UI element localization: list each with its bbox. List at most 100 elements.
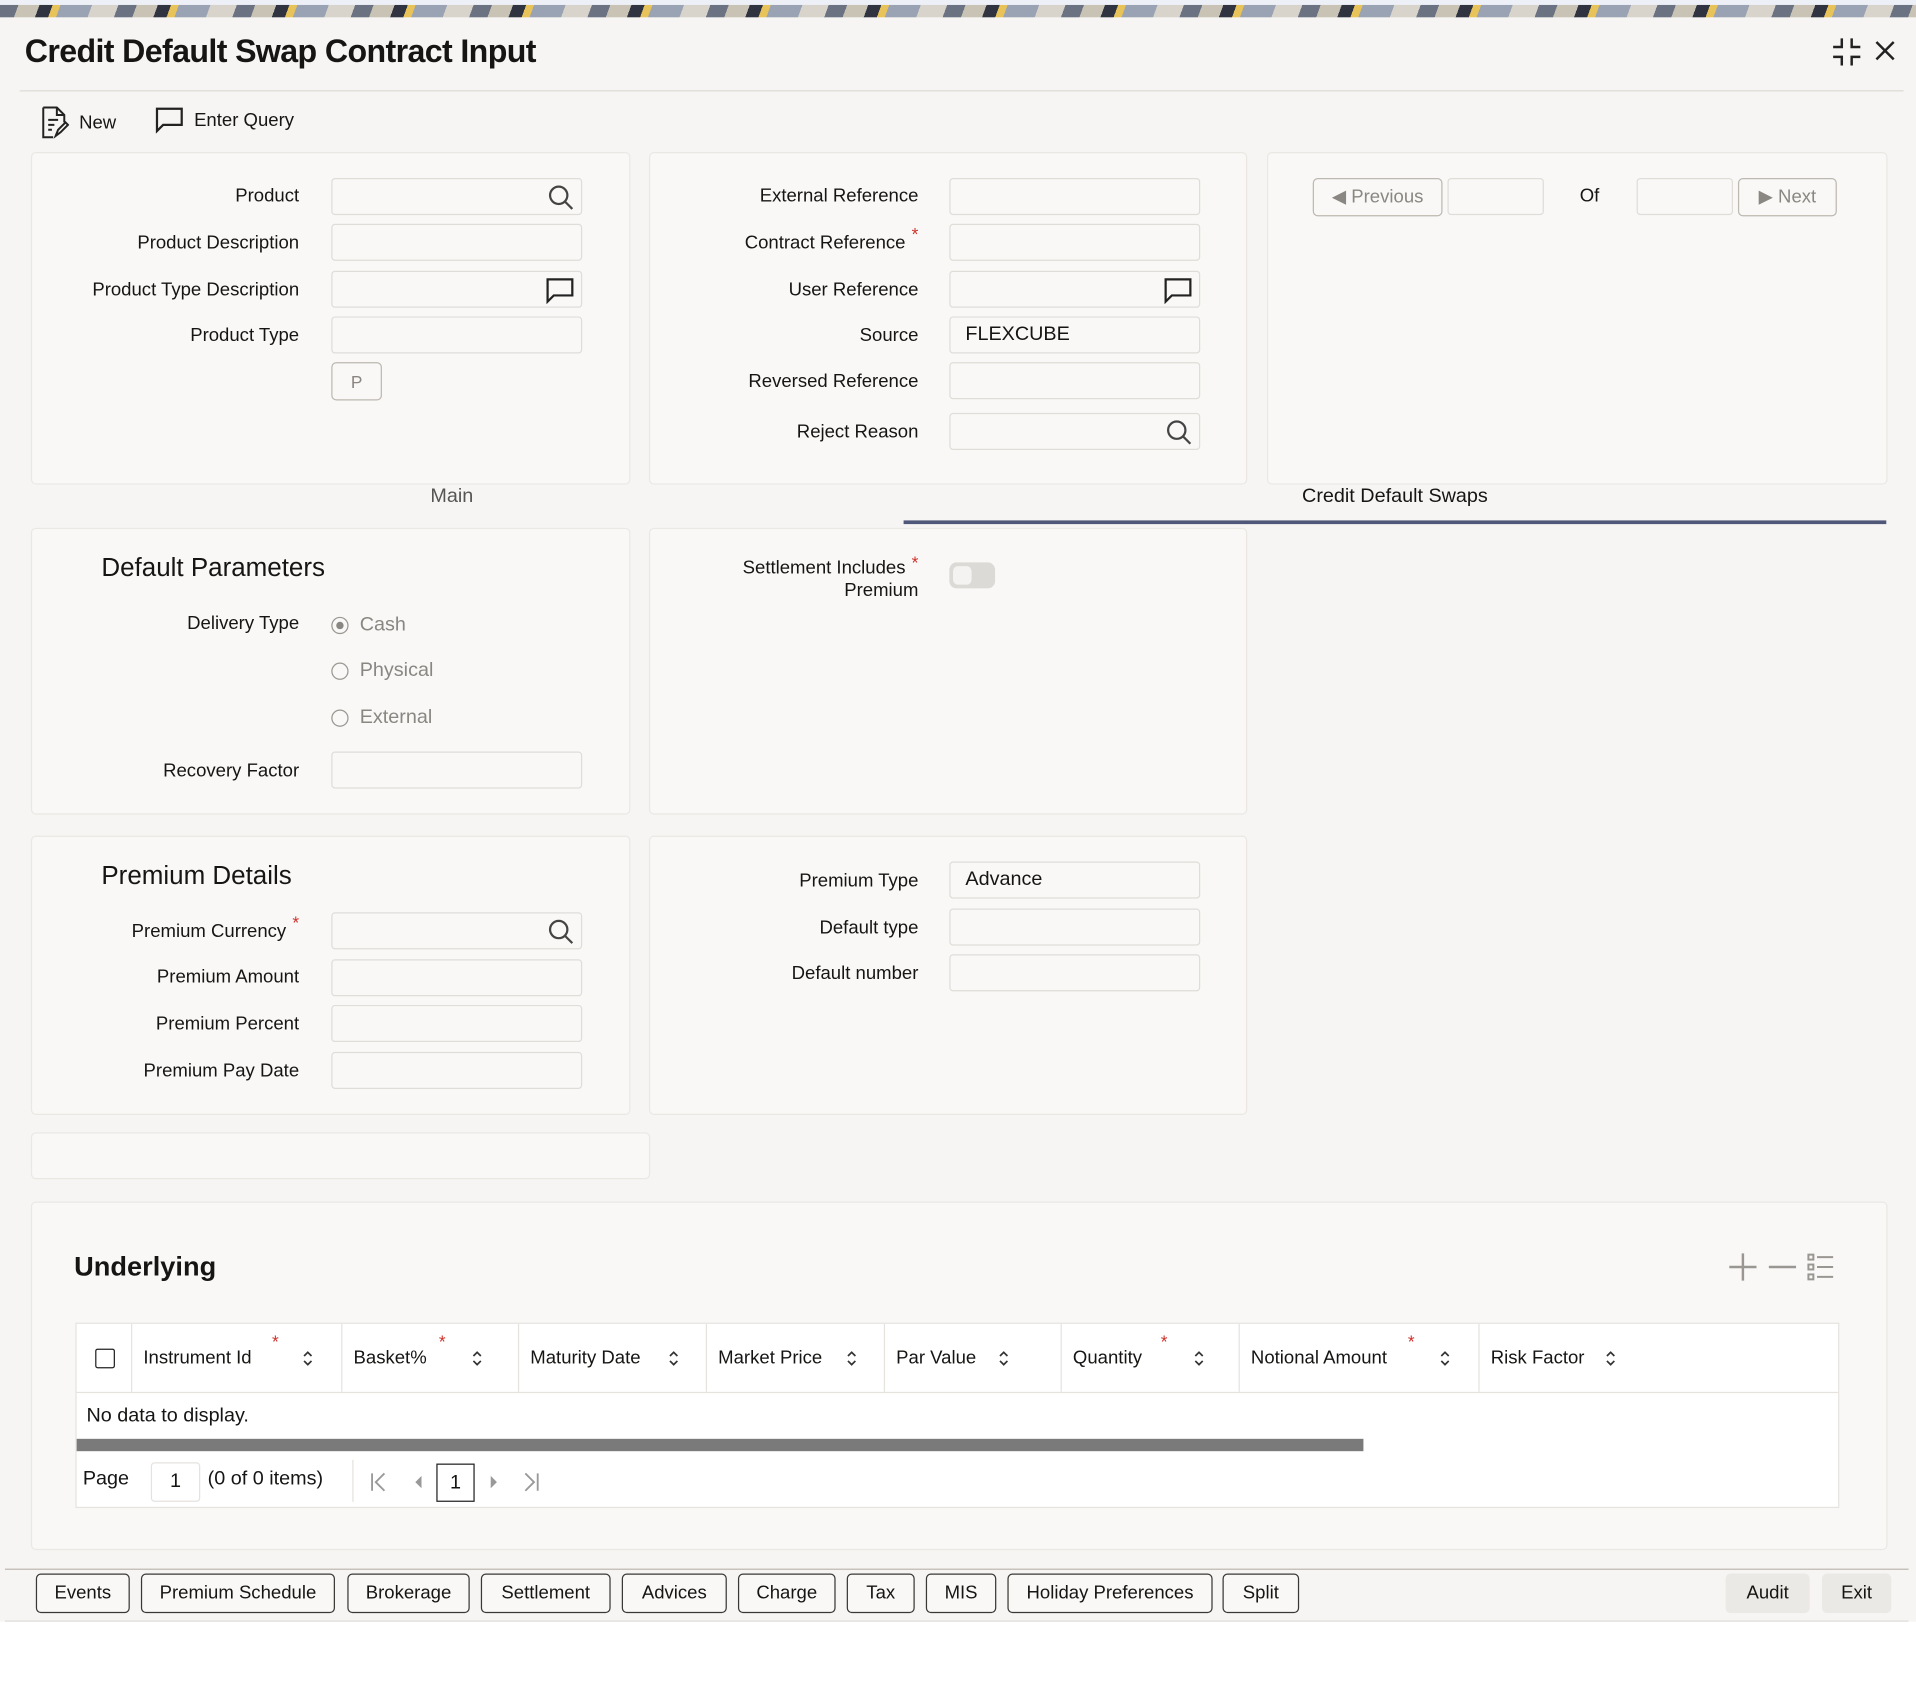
close-icon[interactable]	[1874, 40, 1896, 68]
advices-button[interactable]: Advices	[621, 1573, 727, 1614]
external-reference-label: External Reference	[759, 185, 919, 207]
column-instrument-id[interactable]: Instrument Id *	[132, 1323, 343, 1392]
comment-icon[interactable]	[1163, 277, 1193, 317]
exit-button[interactable]: Exit	[1822, 1573, 1892, 1614]
product-description-input[interactable]	[331, 223, 583, 261]
current-page-button[interactable]: 1	[436, 1463, 475, 1502]
column-notional-amount[interactable]: Notional Amount *	[1240, 1323, 1480, 1392]
contract-reference-input[interactable]	[949, 223, 1201, 261]
new-button[interactable]: New	[40, 106, 117, 139]
premium-schedule-button[interactable]: Premium Schedule	[140, 1573, 335, 1614]
delivery-type-cash-radio[interactable]: Cash	[331, 614, 406, 636]
required-indicator: *	[911, 223, 919, 244]
settlement-includes-premium-toggle[interactable]	[949, 562, 996, 589]
last-page-icon[interactable]	[523, 1472, 540, 1498]
total-records-input[interactable]	[1636, 177, 1734, 216]
premium-pay-date-input[interactable]	[331, 1051, 583, 1090]
tab-main[interactable]: Main	[430, 485, 474, 507]
column-quantity[interactable]: Quantity *	[1062, 1323, 1240, 1392]
sort-icon[interactable]	[667, 1324, 679, 1392]
split-button[interactable]: Split	[1222, 1573, 1300, 1614]
brokerage-button[interactable]: Brokerage	[347, 1573, 470, 1614]
enter-query-button[interactable]: Enter Query	[155, 106, 294, 134]
add-row-icon[interactable]	[1728, 1252, 1758, 1288]
select-all-checkbox[interactable]	[95, 1348, 115, 1369]
search-icon[interactable]	[548, 918, 575, 958]
product-type-input[interactable]	[331, 316, 583, 354]
sort-icon[interactable]	[1439, 1324, 1451, 1392]
source-label: Source	[859, 325, 919, 347]
single-view-list-icon[interactable]	[1806, 1252, 1836, 1288]
new-label: New	[79, 111, 117, 133]
current-record-input[interactable]	[1447, 177, 1544, 216]
maximize-icon[interactable]	[1832, 37, 1862, 73]
user-reference-input[interactable]	[949, 270, 1201, 308]
reject-reason-input[interactable]	[949, 412, 1201, 450]
previous-button[interactable]: ◀ Previous	[1312, 177, 1443, 217]
contract-reference-label: Contract Reference *	[744, 223, 919, 254]
sort-icon[interactable]	[302, 1324, 314, 1392]
next-button[interactable]: ▶ Next	[1737, 177, 1837, 217]
p-button[interactable]: P	[331, 362, 382, 401]
previous-page-icon[interactable]	[412, 1472, 424, 1498]
holiday-preferences-button[interactable]: Holiday Preferences	[1007, 1573, 1213, 1614]
mis-button[interactable]: MIS	[925, 1573, 997, 1614]
audit-button[interactable]: Audit	[1725, 1573, 1810, 1614]
source-input[interactable]: FLEXCUBE	[949, 316, 1201, 354]
empty-table-message: No data to display.	[86, 1405, 249, 1427]
premium-type-label: Premium Type	[799, 870, 919, 892]
column-basket-percent[interactable]: Basket% *	[342, 1323, 520, 1392]
page-title: Credit Default Swap Contract Input	[24, 32, 537, 70]
recovery-factor-input[interactable]	[331, 751, 583, 789]
first-page-icon[interactable]	[370, 1472, 387, 1498]
page-input[interactable]: 1	[150, 1462, 201, 1502]
product-type-description-label: Product Type Description	[92, 279, 300, 301]
tab-credit-default-swaps[interactable]: Credit Default Swaps	[1302, 485, 1488, 507]
empty-section	[30, 1132, 651, 1180]
external-reference-input[interactable]	[949, 177, 1201, 216]
user-reference-label: User Reference	[788, 279, 919, 301]
title-divider	[19, 90, 1904, 92]
premium-amount-input[interactable]	[331, 959, 583, 997]
reversed-reference-label: Reversed Reference	[748, 370, 919, 392]
settlement-includes-premium-label: Settlement Includes * Premium	[742, 552, 919, 601]
underlying-title: Underlying	[74, 1250, 217, 1282]
settlement-panel	[648, 527, 1248, 815]
product-type-description-input[interactable]	[331, 270, 583, 308]
premium-percent-input[interactable]	[331, 1004, 583, 1043]
events-button[interactable]: Events	[35, 1573, 130, 1614]
pager-divider	[352, 1459, 354, 1502]
tax-button[interactable]: Tax	[846, 1573, 915, 1614]
radio-icon	[331, 709, 349, 727]
default-type-input[interactable]	[949, 908, 1201, 946]
charge-button[interactable]: Charge	[737, 1573, 836, 1614]
sort-icon[interactable]	[471, 1324, 483, 1392]
premium-type-input[interactable]: Advance	[949, 861, 1201, 899]
comment-icon[interactable]	[545, 277, 575, 317]
next-page-icon[interactable]	[488, 1472, 500, 1498]
horizontal-scrollbar[interactable]	[76, 1438, 1364, 1452]
table-header-row: Instrument Id * Basket% * Maturity Date Ma…	[76, 1323, 1839, 1394]
column-risk-factor[interactable]: Risk Factor	[1480, 1324, 1838, 1392]
sort-icon[interactable]	[1193, 1324, 1205, 1392]
search-icon[interactable]	[1166, 419, 1193, 459]
sort-icon[interactable]	[1604, 1324, 1616, 1392]
product-input[interactable]	[331, 177, 583, 216]
default-number-input[interactable]	[949, 954, 1201, 992]
product-label: Product	[235, 185, 300, 207]
delivery-type-physical-radio[interactable]: Physical	[331, 660, 433, 682]
delete-row-icon[interactable]	[1768, 1252, 1798, 1288]
delivery-type-external-radio[interactable]: External	[331, 707, 432, 729]
of-label: Of	[1579, 185, 1600, 207]
premium-currency-input[interactable]	[331, 912, 583, 950]
column-market-price[interactable]: Market Price	[707, 1323, 886, 1392]
sort-icon[interactable]	[845, 1324, 857, 1392]
required-indicator: *	[438, 1331, 446, 1352]
search-icon[interactable]	[548, 184, 575, 224]
required-indicator: *	[911, 552, 919, 573]
settlement-button[interactable]: Settlement	[480, 1573, 611, 1614]
sort-icon[interactable]	[998, 1324, 1010, 1392]
column-par-value[interactable]: Par Value	[885, 1323, 1062, 1392]
reversed-reference-input[interactable]	[949, 362, 1201, 400]
column-maturity-date[interactable]: Maturity Date	[519, 1323, 708, 1392]
